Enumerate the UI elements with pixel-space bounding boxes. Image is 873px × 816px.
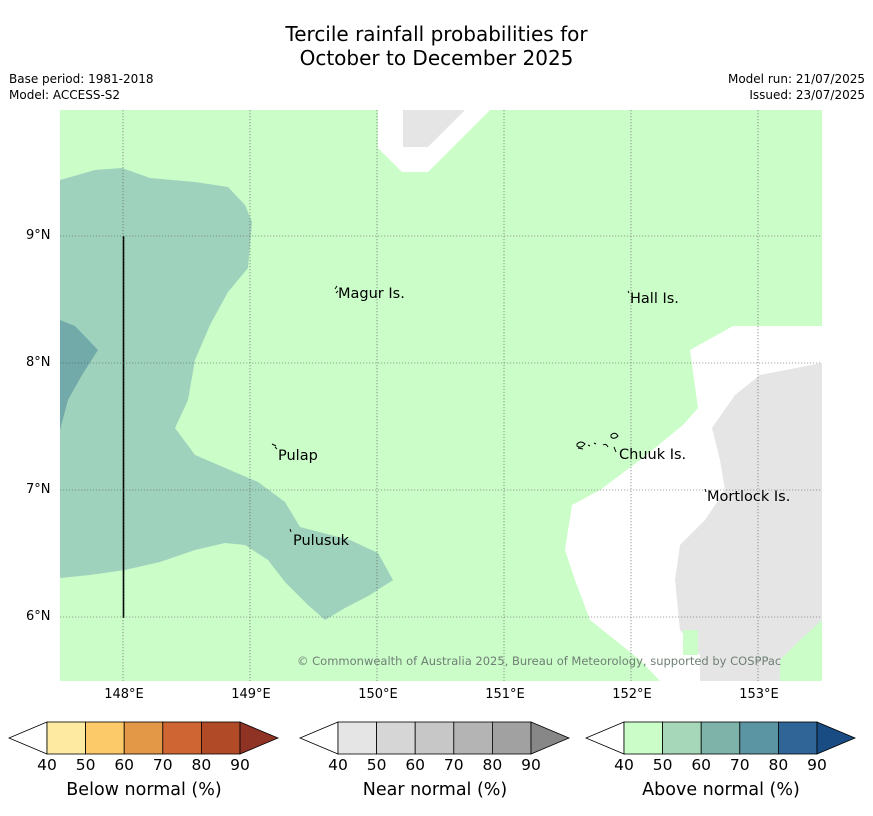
y-tick-7n: 7°N — [26, 482, 51, 497]
colorbar-near-normal-segment — [376, 721, 416, 755]
map-title: Tercile rainfall probabilities for Octob… — [0, 22, 873, 70]
place-label-hall: Hall Is. — [630, 291, 679, 307]
colorbar-above-normal-upper-extension — [816, 721, 857, 755]
place-labels: Magur Is. Hall Is. Pulap Chuuk Is. Mortl… — [278, 286, 790, 549]
y-tick-8n: 8°N — [26, 355, 51, 370]
base-period: Base period: 1981-2018 — [9, 72, 154, 86]
colorbar-below-normal-tick-label: 70 — [152, 756, 173, 774]
title-line-2: October to December 2025 — [299, 46, 574, 70]
colorbar-near-normal-tick-label: 90 — [521, 756, 541, 774]
x-tick-151e: 151°E — [485, 687, 525, 702]
colorbar-near-normal-tick-label: 80 — [482, 756, 503, 774]
colorbar-near-normal-segment — [491, 721, 532, 755]
colorbar-near-normal-segment — [414, 721, 455, 755]
colorbar-above-normal-tick-label: 40 — [614, 756, 634, 774]
model-run: Model run: 21/07/2025 — [727, 72, 865, 86]
title-line-1: Tercile rainfall probabilities for — [285, 22, 588, 46]
colorbar-below-normal-tick-label: 50 — [75, 756, 96, 774]
colorbar-below-normal-upper-extension — [239, 721, 280, 755]
island-outlines — [271, 285, 707, 533]
place-label-pulusuk: Pulusuk — [293, 533, 350, 549]
colorbar-below-normal-segment — [200, 721, 241, 755]
colorbar-below-normal-segment — [46, 721, 86, 755]
colorbar-near-normal-segment — [337, 721, 377, 755]
place-label-chuuk: Chuuk Is. — [619, 447, 686, 463]
x-tick-152e: 152°E — [612, 687, 652, 702]
colorbar-near-normal-tick-label: 60 — [405, 756, 426, 774]
near-normal-region-east — [675, 363, 822, 681]
legend-title-above-normal: Above normal (%) — [642, 780, 800, 800]
colorbar-below-normal-tick-label: 80 — [191, 756, 212, 774]
x-tick-149e: 149°E — [231, 687, 271, 702]
near-normal-region-north — [403, 110, 465, 147]
colorbar-near-normal-tick-label: 50 — [366, 756, 387, 774]
colorbar-near-normal — [298, 721, 571, 755]
place-label-mortlock: Mortlock Is. — [707, 489, 790, 505]
x-tick-150e: 150°E — [358, 687, 398, 702]
x-tick-148e: 148°E — [104, 687, 144, 702]
colorbar-below-normal-tick-label: 90 — [230, 756, 250, 774]
colorbar-above-normal-tick-label: 60 — [691, 756, 712, 774]
colorbar-below-normal — [7, 721, 280, 755]
colorbar-above-normal-lower-extension — [584, 721, 625, 755]
colorbar-near-normal-tick-label: 40 — [328, 756, 348, 774]
x-tick-153e: 153°E — [739, 687, 779, 702]
colorbar-above-normal-tick-label: 70 — [729, 756, 750, 774]
colorbar-above-normal-segment — [778, 721, 818, 755]
colorbar-below-normal-lower-extension — [7, 721, 48, 755]
colorbar-above-normal-tick-label: 90 — [807, 756, 827, 774]
colorbar-above-normal — [584, 721, 857, 755]
y-tick-9n: 9°N — [26, 228, 51, 243]
colorbar-above-normal-segment — [739, 721, 779, 755]
above-normal-region-south — [683, 630, 698, 655]
colorbar-near-normal-upper-extension — [530, 721, 571, 755]
colorbar-below-normal-tick-label: 40 — [37, 756, 57, 774]
colorbar-below-normal-tick-label: 60 — [114, 756, 135, 774]
metadata-left: Base period: 1981-2018 Model: ACCESS-S2 — [9, 71, 154, 103]
colorbar-above-normal-tick-label: 80 — [768, 756, 789, 774]
colorbar-below-normal-segment — [85, 721, 125, 755]
colorbar-near-normal-segment — [453, 721, 493, 755]
legend-title-near-normal: Near normal (%) — [362, 780, 508, 800]
metadata-right: Model run: 21/07/2025 Issued: 23/07/2025 — [728, 71, 865, 103]
issued-date: Issued: 23/07/2025 — [749, 88, 865, 102]
y-tick-6n: 6°N — [26, 609, 51, 624]
gridlines — [60, 110, 822, 681]
colorbar-near-normal-lower-extension — [298, 721, 339, 755]
legend-title-below-normal: Below normal (%) — [66, 780, 222, 800]
map-area — [60, 110, 822, 681]
place-label-pulap: Pulap — [278, 448, 318, 464]
above-normal-50-60-region — [60, 168, 393, 620]
colorbar-above-normal-segment — [700, 721, 741, 755]
colorbar-below-normal-segment — [123, 721, 164, 755]
colorbar-near-normal-tick-label: 70 — [443, 756, 464, 774]
model-name: Model: ACCESS-S2 — [9, 88, 121, 102]
above-normal-60-70-region — [60, 320, 98, 430]
above-normal-region-southeast — [808, 640, 822, 681]
colorbar-above-normal-segment — [662, 721, 702, 755]
colorbar-above-normal-tick-label: 50 — [652, 756, 673, 774]
place-label-magur: Magur Is. — [338, 286, 405, 302]
copyright-text: © Commonwealth of Australia 2025, Bureau… — [297, 654, 781, 668]
colorbar-below-normal-segment — [162, 721, 202, 755]
colorbar-above-normal-segment — [623, 721, 663, 755]
